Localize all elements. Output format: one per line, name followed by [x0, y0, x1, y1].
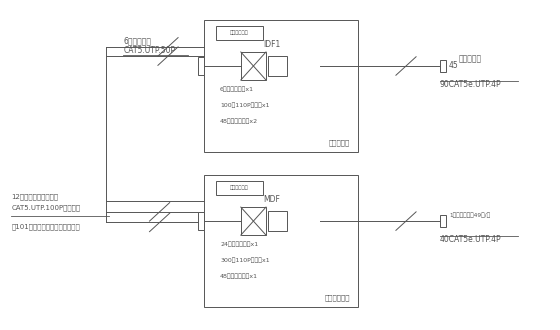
Text: 大开间预置: 大开间预置 [459, 54, 482, 63]
Text: 网络音源设备: 网络音源设备 [230, 30, 249, 35]
Text: 100对110P配线架x1: 100对110P配线架x1 [220, 102, 269, 108]
Bar [198, 212, 204, 230]
Text: 由101号建筑计算机网络机房引来: 由101号建筑计算机网络机房引来 [11, 223, 80, 230]
Text: 6芯多模光缆: 6芯多模光缆 [123, 36, 151, 45]
Text: CAT5.UTP.50P: CAT5.UTP.50P [123, 46, 175, 55]
Text: 1个管理点人数49人/每: 1个管理点人数49人/每 [449, 213, 490, 218]
Text: 6口光纤配线架x1: 6口光纤配线架x1 [220, 86, 254, 92]
Text: IDF1: IDF1 [263, 40, 280, 49]
Text: 48口数据配线架x1: 48口数据配线架x1 [220, 273, 258, 279]
Bar [198, 57, 204, 75]
Text: 12芯单模光缆（网络）: 12芯单模光缆（网络） [11, 193, 58, 200]
Text: 网络音源设备: 网络音源设备 [230, 185, 249, 190]
Text: CAT5.UTP.100P（电话）: CAT5.UTP.100P（电话） [11, 204, 80, 211]
Text: 24口光纤配线架x1: 24口光纤配线架x1 [220, 242, 258, 247]
Bar [216, 26, 263, 40]
Text: MDF: MDF [263, 195, 280, 204]
Bar [216, 181, 263, 195]
Text: 45: 45 [449, 61, 459, 71]
Text: 48口数据配线架x2: 48口数据配线架x2 [220, 118, 258, 124]
Bar [440, 60, 446, 72]
Bar [268, 211, 287, 231]
Bar [268, 56, 287, 76]
Text: 40CAT5e.UTP.4P: 40CAT5e.UTP.4P [440, 235, 501, 244]
Bar [204, 175, 358, 307]
Text: 一层通信机房: 一层通信机房 [324, 294, 350, 301]
Text: 二层弱电间: 二层弱电间 [329, 139, 350, 146]
Bar [241, 52, 266, 80]
Bar [204, 20, 358, 152]
Text: 300对110P配线架x1: 300对110P配线架x1 [220, 257, 270, 263]
Text: 90CAT5e.UTP.4P: 90CAT5e.UTP.4P [440, 80, 501, 89]
Bar [440, 215, 446, 227]
Bar [241, 207, 266, 235]
